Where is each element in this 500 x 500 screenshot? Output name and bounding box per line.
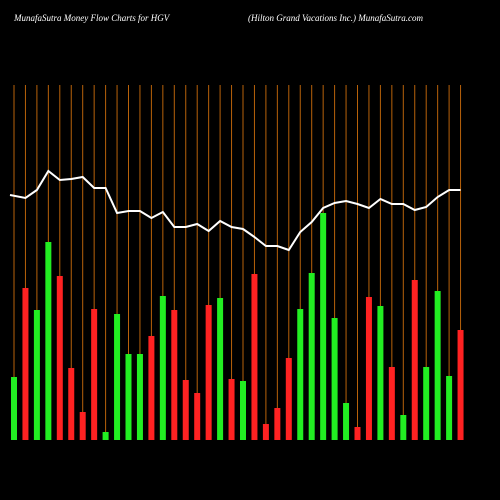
bar: [240, 381, 246, 440]
bar: [320, 213, 327, 440]
bar: [148, 336, 155, 440]
bar: [11, 377, 17, 440]
bar: [125, 354, 132, 440]
chart-title: MunafaSutra Money Flow Charts for HGV: [13, 13, 171, 23]
bar: [171, 310, 178, 440]
bar: [159, 296, 166, 440]
chart-subtitle: (Hilton Grand Vacations Inc.) MunafaSutr…: [248, 13, 423, 23]
bar: [136, 354, 143, 440]
bar: [102, 432, 109, 440]
bar: [33, 310, 40, 440]
bar: [251, 274, 258, 440]
bar: [56, 276, 63, 440]
bar: [22, 288, 29, 440]
bar: [331, 318, 338, 440]
bar: [388, 367, 395, 440]
bar: [228, 379, 235, 440]
bar: [411, 280, 418, 440]
bar: [423, 367, 430, 440]
bar: [285, 358, 292, 440]
bar: [365, 297, 372, 440]
bar: [205, 305, 212, 440]
bar: [217, 298, 224, 440]
bar: [434, 291, 441, 440]
bar: [45, 242, 52, 440]
bar: [457, 330, 464, 440]
bar: [79, 412, 86, 440]
bar: [297, 309, 304, 440]
bar: [308, 273, 315, 440]
bar: [377, 306, 384, 440]
bar: [182, 380, 189, 440]
bar: [354, 427, 361, 440]
money-flow-line: [9, 169, 461, 252]
bar: [446, 376, 453, 440]
bar: [194, 393, 201, 440]
bar: [114, 314, 121, 440]
bar: [68, 368, 75, 440]
bar: [262, 424, 269, 440]
bar: [400, 415, 407, 440]
bar: [343, 403, 350, 440]
bar: [91, 309, 98, 440]
bar: [274, 408, 281, 440]
